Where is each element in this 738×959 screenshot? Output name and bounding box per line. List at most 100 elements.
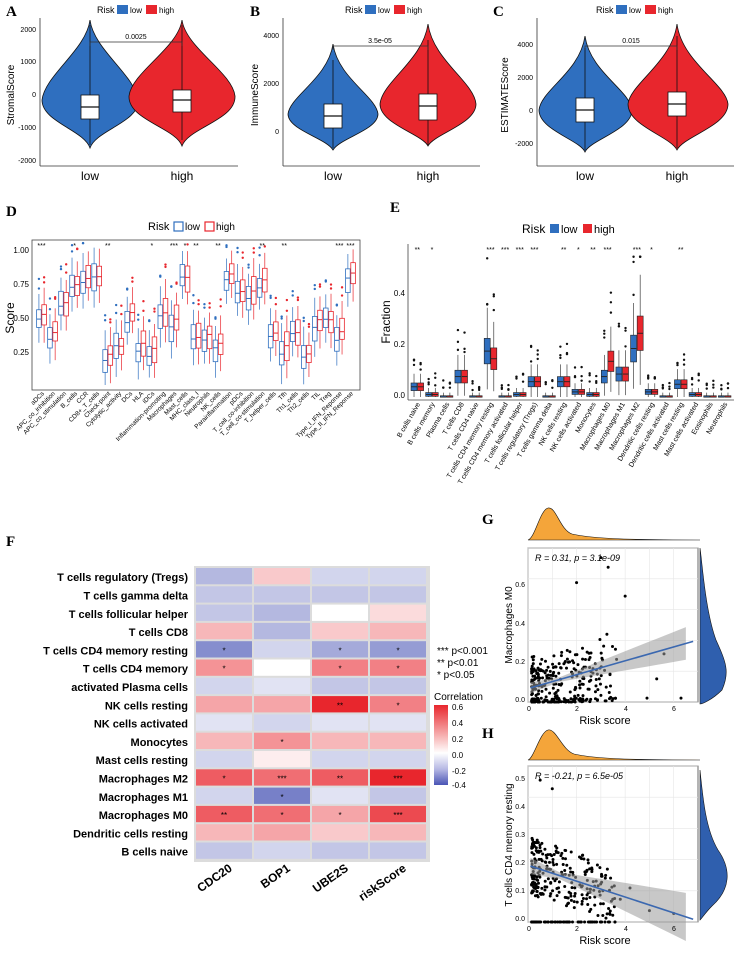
outlier-point <box>313 283 316 287</box>
outlier-point <box>142 309 145 313</box>
scatter-point <box>586 687 590 691</box>
outlier-point <box>114 311 118 315</box>
scatter-point <box>603 699 607 703</box>
scatter-point <box>530 875 534 879</box>
y-tick: 0.75 <box>13 280 29 289</box>
y-tick: 0.2 <box>515 860 525 867</box>
y-tick: 0.50 <box>13 314 29 323</box>
significance-star: * <box>650 247 653 254</box>
box <box>168 314 175 343</box>
outlier-point <box>492 293 495 296</box>
y-tick: 0.6 <box>515 582 525 589</box>
sig-legend-item: * p<0.05 <box>437 670 475 681</box>
heatmap-cell <box>312 842 368 859</box>
significance-star: * <box>73 243 76 250</box>
significance-star: *** <box>346 243 354 250</box>
outlier-point <box>653 377 656 380</box>
panel-e-significance: ** * *** *** *** *** ** * ** *** *** * ** <box>415 247 684 254</box>
outlier-point <box>120 312 123 316</box>
heatmap-cell <box>254 842 310 859</box>
scatter-point <box>565 666 569 670</box>
heatmap-cell <box>312 696 368 713</box>
box <box>52 321 58 342</box>
outlier-point <box>291 294 294 297</box>
scatter-point <box>607 690 611 694</box>
scatter-point <box>577 698 581 702</box>
outlier-point <box>103 319 107 322</box>
y-tick-labels: 1.00 0.75 0.50 0.25 <box>13 246 29 357</box>
scatter-point <box>549 892 553 896</box>
y-tick: 0.0 <box>515 916 525 923</box>
scatter-point <box>569 891 573 895</box>
outlier-point <box>668 385 671 388</box>
heatmap-cell <box>370 714 426 731</box>
scatter-point <box>569 700 573 704</box>
scatter-point <box>537 857 541 861</box>
outlier-point <box>500 386 504 389</box>
scatter-point <box>543 847 547 851</box>
scatter-point <box>534 694 538 698</box>
scatter-point <box>538 843 542 847</box>
legend-title: Risk <box>522 222 546 236</box>
significance-bracket <box>89 41 183 46</box>
legend-title: Risk <box>345 5 363 15</box>
y-tick: 0.3 <box>515 832 525 839</box>
scatter-point <box>608 673 612 677</box>
legend-title: Risk <box>97 5 115 15</box>
significance-star: *** <box>335 243 343 250</box>
heatmap-cell <box>196 751 252 768</box>
legend-label-high: high <box>159 6 174 15</box>
significance-star: ** <box>105 243 111 250</box>
heatmap-cell-star: * <box>222 774 225 783</box>
outlier-point <box>595 379 598 383</box>
heatmap-cell <box>254 659 310 676</box>
scatter-point <box>531 697 535 701</box>
scatter-point <box>539 696 543 700</box>
heatmap-cell <box>370 696 426 713</box>
box <box>135 343 141 363</box>
scatter-point <box>533 677 537 681</box>
outlier-point <box>340 294 344 297</box>
scatter-point <box>561 856 565 860</box>
panel-f: F * * ** * *** *** *** ** ****** * * *** T cells re… <box>6 534 488 904</box>
box <box>317 309 323 332</box>
right-density <box>699 547 727 705</box>
scatter-point <box>588 867 592 871</box>
colorbar-ticks: 0.6 0.4 0.2 0.0 -0.2 -0.4 <box>452 703 466 790</box>
heatmap-row-label: T cells gamma delta <box>83 590 188 602</box>
regression <box>530 857 694 941</box>
box <box>124 311 130 333</box>
scatter-point <box>573 688 577 692</box>
outlier-point <box>120 304 123 307</box>
y-tick: 0.2 <box>394 340 406 349</box>
outlier-point <box>486 257 489 260</box>
outlier-point <box>624 329 627 332</box>
scatter-point <box>552 853 556 857</box>
scatter-point <box>532 877 536 881</box>
outlier-point <box>208 306 211 309</box>
heatmap-cell <box>196 732 252 749</box>
heatmap-cell <box>196 696 252 713</box>
significance-star: ** <box>282 243 288 250</box>
regression-line <box>530 865 694 921</box>
y-axis-label: Macrophages M0 <box>504 586 515 664</box>
outlier-point <box>419 363 422 366</box>
heatmap-cell <box>254 696 310 713</box>
outlier-point <box>712 379 715 383</box>
heatmap-cell-star: ** <box>337 774 343 783</box>
significance-bracket <box>332 45 429 50</box>
outlier-point <box>296 298 300 302</box>
panel-c-letter: C <box>493 4 504 20</box>
outlier-point <box>269 296 272 300</box>
x-tick-labels: 0 2 4 6 <box>527 926 676 933</box>
scatter-point <box>549 673 553 677</box>
heatmap-row-label: T cells follicular helper <box>69 609 189 621</box>
heatmap-cell <box>254 568 310 585</box>
outlier-point <box>340 286 344 289</box>
outlier-point <box>632 260 635 264</box>
outlier-point <box>318 285 322 288</box>
outlier-point <box>137 318 140 321</box>
outlier-point <box>114 303 118 307</box>
box <box>195 322 202 349</box>
